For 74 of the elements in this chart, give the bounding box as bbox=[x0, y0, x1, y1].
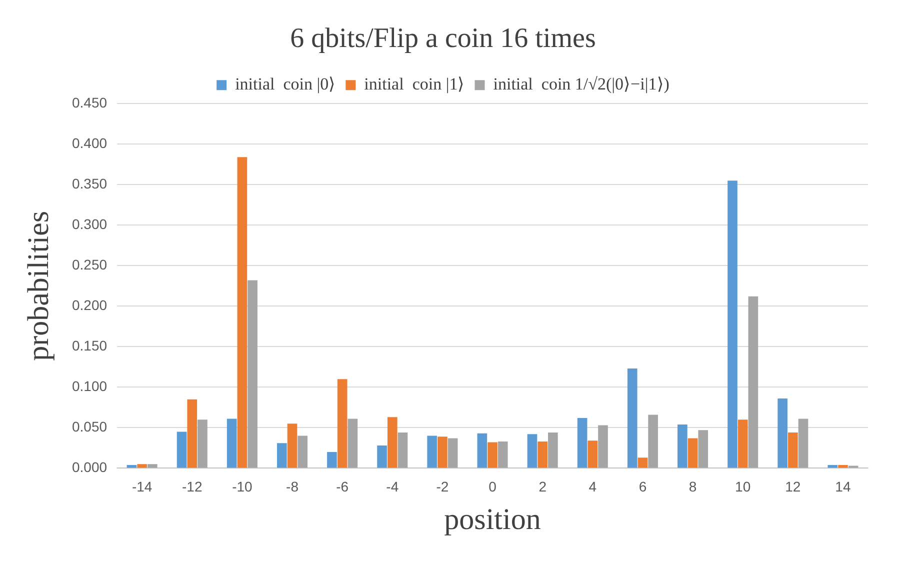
bar bbox=[538, 441, 548, 468]
bar bbox=[348, 418, 358, 468]
x-tick-label: 6 bbox=[638, 478, 647, 494]
bar bbox=[198, 420, 208, 468]
bar bbox=[627, 368, 638, 468]
bar bbox=[748, 296, 758, 468]
bar bbox=[477, 433, 488, 468]
bar bbox=[738, 420, 748, 468]
bar bbox=[427, 436, 438, 468]
y-tick-label: 0.250 bbox=[72, 256, 108, 273]
y-tick-label: 0.200 bbox=[72, 297, 108, 314]
x-tick-label: 2 bbox=[538, 478, 547, 494]
x-tick-label: 8 bbox=[688, 478, 697, 494]
bar bbox=[798, 418, 808, 468]
y-tick-label: 0.150 bbox=[72, 338, 108, 354]
x-tick-label: -10 bbox=[232, 478, 253, 494]
bar bbox=[337, 379, 348, 468]
y-tick-label: 0.300 bbox=[72, 216, 108, 232]
bar bbox=[176, 432, 187, 468]
bar bbox=[187, 399, 198, 468]
y-tick-label: 0.000 bbox=[72, 459, 108, 476]
y-tick-label: 0.350 bbox=[72, 175, 108, 192]
x-tick-label: 12 bbox=[785, 478, 801, 494]
bar bbox=[398, 432, 408, 468]
y-tick-label: 0.100 bbox=[72, 378, 108, 394]
bar bbox=[778, 398, 788, 468]
x-tick-label: -2 bbox=[436, 478, 449, 494]
bar bbox=[598, 425, 608, 468]
x-tick-label: -6 bbox=[336, 478, 349, 494]
bar bbox=[828, 464, 838, 468]
y-tick-label: 0.400 bbox=[72, 134, 108, 151]
bar bbox=[588, 440, 598, 468]
bar bbox=[377, 446, 387, 468]
legend-label: initial coin 1/√2(|0⟩−i|1⟩) bbox=[493, 74, 670, 94]
bar bbox=[838, 464, 848, 468]
bar bbox=[226, 418, 237, 468]
chart-title: 6 qbits/Flip a coin 16 times bbox=[290, 23, 596, 54]
x-tick-label: -4 bbox=[386, 478, 399, 494]
bar bbox=[448, 438, 458, 468]
x-tick-label: -8 bbox=[286, 478, 299, 494]
bar bbox=[698, 430, 708, 468]
bar bbox=[287, 424, 298, 468]
y-tick-label: 0.050 bbox=[72, 418, 108, 435]
x-axis-title: position bbox=[444, 502, 541, 536]
bar bbox=[298, 436, 308, 468]
bar bbox=[237, 157, 248, 468]
bar bbox=[648, 414, 658, 468]
x-tick-label: 0 bbox=[488, 478, 497, 494]
bar bbox=[277, 443, 287, 468]
bar bbox=[148, 464, 158, 468]
legend-label: initial coin |1⟩ bbox=[364, 74, 465, 94]
y-tick-label: 0.450 bbox=[72, 94, 108, 110]
bar bbox=[788, 432, 798, 468]
x-tick-label: -14 bbox=[132, 478, 152, 494]
legend-label: initial coin |0⟩ bbox=[235, 74, 336, 94]
x-tick-label: 10 bbox=[735, 478, 751, 494]
bar bbox=[728, 180, 738, 468]
bar bbox=[638, 458, 648, 468]
x-tick-label: 14 bbox=[835, 478, 851, 494]
bar bbox=[688, 438, 698, 468]
bar bbox=[577, 418, 588, 468]
bar bbox=[327, 452, 337, 468]
y-axis-title: probabilities bbox=[22, 210, 55, 361]
bar bbox=[387, 417, 398, 468]
bar bbox=[137, 464, 147, 468]
bar bbox=[438, 436, 448, 468]
bar bbox=[678, 424, 688, 468]
bar bbox=[488, 442, 498, 468]
bar bbox=[527, 434, 538, 468]
bar bbox=[498, 441, 508, 468]
bar bbox=[548, 432, 558, 468]
x-tick-label: 4 bbox=[588, 478, 597, 494]
x-tick-label: -12 bbox=[182, 478, 202, 494]
bar bbox=[248, 280, 258, 468]
